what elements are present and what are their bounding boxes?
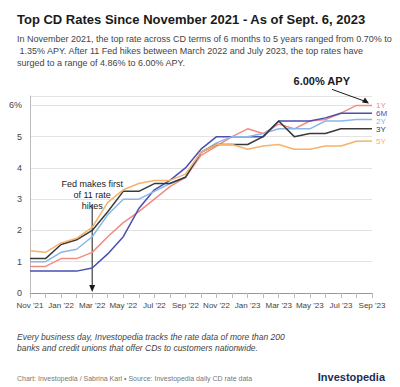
svg-text:5Y: 5Y bbox=[376, 137, 386, 146]
svg-text:May '23: May '23 bbox=[296, 301, 324, 310]
svg-text:0: 0 bbox=[17, 288, 22, 298]
svg-text:3Y: 3Y bbox=[376, 125, 386, 134]
svg-text:Jan '22: Jan '22 bbox=[48, 301, 74, 310]
svg-text:Chart: Investopedia / Sabrina: Chart: Investopedia / Sabrina Karl • Sou… bbox=[17, 375, 252, 383]
svg-text:3: 3 bbox=[17, 194, 22, 204]
svg-text:Fed makes first: Fed makes first bbox=[61, 179, 123, 189]
svg-text:Jan '23: Jan '23 bbox=[235, 301, 261, 310]
svg-text:Sep '23: Sep '23 bbox=[359, 301, 386, 310]
svg-text:5: 5 bbox=[17, 132, 22, 142]
svg-text:Jul '22: Jul '22 bbox=[143, 301, 166, 310]
svg-text:1: 1 bbox=[17, 257, 22, 267]
svg-text:6%: 6% bbox=[9, 100, 22, 110]
svg-text:Mar '22: Mar '22 bbox=[79, 301, 106, 310]
svg-text:4: 4 bbox=[17, 163, 22, 173]
svg-text:1Y: 1Y bbox=[376, 100, 386, 110]
svg-text:6.00% APY: 6.00% APY bbox=[294, 75, 351, 87]
svg-text:2: 2 bbox=[17, 225, 22, 235]
svg-text:Every business day, Investoped: Every business day, Investopedia tracks … bbox=[17, 332, 287, 342]
svg-text:Mar '23: Mar '23 bbox=[266, 301, 293, 310]
svg-text:1.35% APY. After 11 Fed hikes: 1.35% APY. After 11 Fed hikes between Ma… bbox=[17, 46, 365, 56]
svg-text:Sep '22: Sep '22 bbox=[172, 301, 199, 310]
svg-text:Top CD Rates Since November 20: Top CD Rates Since November 2021 - As of… bbox=[17, 12, 365, 27]
svg-text:Jul '23: Jul '23 bbox=[329, 301, 352, 310]
svg-text:In November 2021, the top rate: In November 2021, the top rate across CD… bbox=[17, 34, 392, 44]
svg-text:6M: 6M bbox=[376, 108, 388, 118]
svg-text:May '22: May '22 bbox=[109, 301, 137, 310]
svg-text:hikes: hikes bbox=[81, 201, 103, 212]
svg-text:2Y: 2Y bbox=[376, 116, 386, 126]
svg-text:Nov '21: Nov '21 bbox=[17, 301, 44, 310]
svg-text:of 11 rate: of 11 rate bbox=[71, 190, 113, 200]
svg-text:surged to a range of 4.86% to: surged to a range of 4.86% to 6.00% APY. bbox=[17, 58, 185, 68]
svg-text:Investopedia: Investopedia bbox=[318, 371, 386, 383]
svg-text:Nov '22: Nov '22 bbox=[203, 301, 230, 310]
svg-text:banks and credit unions that o: banks and credit unions that offer CDs t… bbox=[17, 343, 258, 353]
